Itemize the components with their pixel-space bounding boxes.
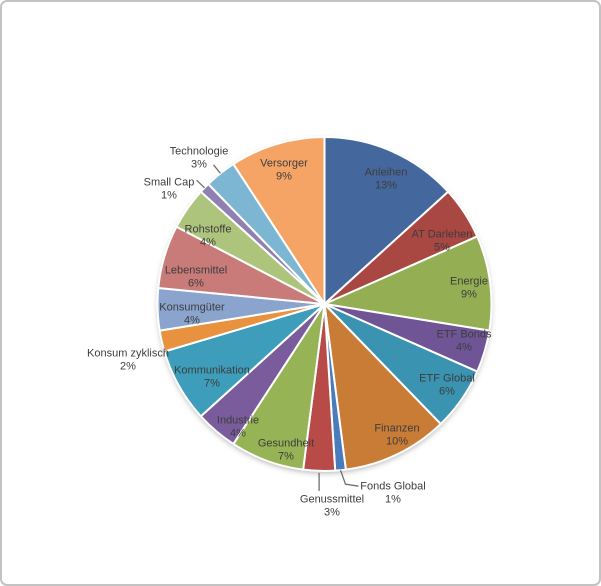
slice-label-technologie: Technologie 3%: [170, 146, 229, 171]
slice-label-lebensmittel: Lebensmittel 6%: [165, 265, 227, 290]
slice-label-versorger: Versorger 9%: [260, 158, 308, 183]
pie-slice-energie[interactable]: [323, 235, 493, 332]
slice-label-etf-bonds: ETF Bonds 4%: [436, 329, 492, 354]
slice-label-kommunikation: Kommunikation 7%: [174, 365, 250, 390]
slice-label-rohstoffe: Rohstoffe 4%: [185, 224, 232, 249]
slice-label-at-darlehen: AT Darlehen 5%: [412, 229, 473, 254]
slice-label-small-cap: Small Cap 1%: [144, 177, 195, 202]
slice-label-etf-global: ETF Global 6%: [419, 373, 475, 398]
slice-label-genussmittel: Genussmittel 3%: [300, 494, 364, 519]
leader-line-small-cap: [196, 179, 205, 189]
slice-label-gesundheit: Gesundheit 7%: [258, 438, 314, 463]
leader-line-fonds-global: [339, 469, 359, 487]
slice-label-anleihen: Anleihen 13%: [365, 167, 408, 192]
slice-label-energie: Energie 9%: [450, 276, 488, 301]
leader-line-technologie: [212, 164, 221, 174]
pie-leader-lines-layer: [196, 164, 359, 491]
slice-label-konsumguter: Konsumgüter 4%: [159, 302, 225, 327]
pie-slice-finanzen[interactable]: [323, 303, 442, 471]
pie-labels-layer: Anleihen 13% AT Darlehen 5% Energie 9% ETF Bon…: [87, 146, 492, 519]
pie-slices-layer: [156, 136, 493, 472]
slice-label-finanzen: Finanzen 10%: [374, 423, 419, 448]
pie-slice-anleihen[interactable]: [323, 136, 450, 305]
pie-slice-versorger[interactable]: [232, 136, 326, 305]
slice-label-fonds-global: Fonds Global 1%: [360, 481, 425, 506]
slice-label-industrie: Industrie 4%: [217, 415, 259, 440]
slice-label-konsum-zyklisch: Konsum zyklisch 2%: [87, 348, 169, 373]
